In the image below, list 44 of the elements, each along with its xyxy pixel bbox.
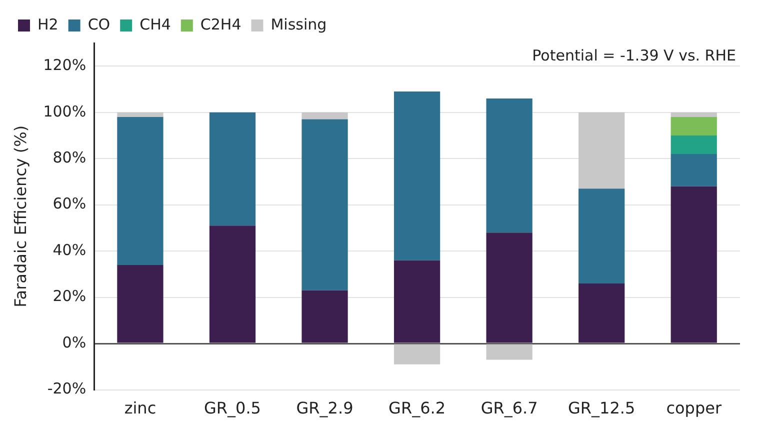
x-tick-label: GR_6.2 bbox=[388, 398, 446, 418]
bar bbox=[117, 116, 164, 265]
bar bbox=[117, 264, 164, 343]
bar bbox=[302, 112, 348, 120]
bar bbox=[670, 135, 717, 154]
x-tick-label: GR_12.5 bbox=[568, 398, 636, 418]
x-tick-label: zinc bbox=[124, 398, 156, 418]
y-tick-label: 80% bbox=[52, 148, 86, 166]
legend-label: C2H4 bbox=[200, 15, 242, 34]
x-tick-label: GR_2.9 bbox=[296, 398, 354, 418]
bar bbox=[670, 154, 717, 186]
bar bbox=[670, 116, 717, 136]
bar bbox=[394, 260, 440, 343]
bar bbox=[209, 226, 256, 343]
legend-label: CH4 bbox=[140, 15, 171, 34]
y-tick-label: 120% bbox=[43, 56, 86, 74]
legend-label: H2 bbox=[38, 15, 58, 34]
x-tick-label: GR_0.5 bbox=[204, 398, 261, 418]
bar bbox=[578, 188, 625, 284]
legend-label: CO bbox=[88, 15, 110, 34]
x-tick-label: copper bbox=[666, 398, 722, 418]
bar bbox=[117, 112, 164, 117]
bar bbox=[394, 92, 440, 260]
bar bbox=[670, 112, 717, 117]
legend-label: Missing bbox=[270, 15, 327, 34]
bar bbox=[209, 112, 256, 226]
y-tick-label: 0% bbox=[62, 333, 86, 352]
bar bbox=[486, 344, 532, 360]
bar bbox=[670, 186, 717, 343]
y-tick-label: 20% bbox=[52, 287, 86, 306]
y-tick-label: 60% bbox=[52, 194, 86, 213]
bar bbox=[394, 344, 440, 364]
bar bbox=[302, 290, 348, 343]
bar bbox=[578, 283, 625, 343]
annotation: Potential = -1.39 V vs. RHE bbox=[532, 46, 736, 64]
y-tick-label: 40% bbox=[52, 240, 86, 259]
bar bbox=[486, 232, 532, 343]
bar bbox=[486, 98, 532, 233]
bar bbox=[302, 119, 348, 290]
bar bbox=[578, 112, 625, 189]
y-axis-title: Faradaic Efficiency (%) bbox=[10, 125, 30, 308]
y-tick-label: 100% bbox=[43, 102, 86, 120]
x-tick-label: GR_6.7 bbox=[480, 398, 538, 418]
y-tick-label: -20% bbox=[47, 380, 86, 398]
